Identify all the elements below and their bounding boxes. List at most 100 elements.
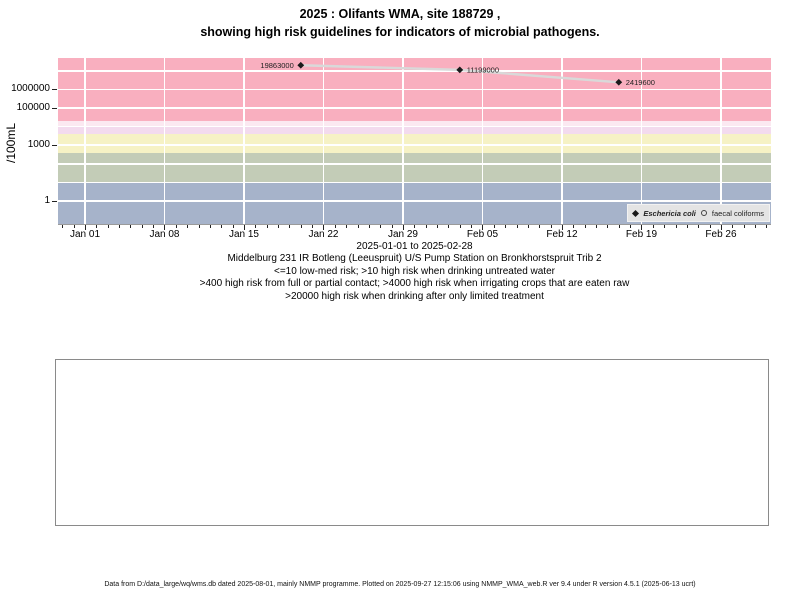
x-minor-tick (618, 225, 620, 228)
caption-site: Middelburg 231 IR Botleng (Leeuspruit) U… (227, 253, 602, 264)
h-gridline (58, 163, 771, 165)
y-tick-label: 100000 (16, 102, 50, 113)
caption-guideline2: >400 high risk from full or partial cont… (199, 278, 630, 289)
x-minor-tick (300, 225, 302, 228)
legend-label-ecoli: Eschericia coli (643, 208, 696, 218)
v-gridline (84, 58, 86, 224)
x-minor-tick (686, 225, 688, 228)
x-minor-tick (630, 225, 632, 228)
x-major-tick (720, 225, 722, 230)
guideline-band (58, 134, 771, 153)
faecal-coliforms-circle-icon (700, 210, 707, 216)
x-minor-tick (380, 225, 382, 228)
h-gridline (58, 200, 771, 202)
legend: Eschericia coli faecal coliforms (627, 204, 770, 222)
x-minor-tick (368, 225, 370, 228)
x-major-tick (482, 225, 484, 230)
x-tick-label: Jan 08 (149, 229, 180, 240)
x-minor-tick (527, 225, 529, 228)
x-minor-tick (539, 225, 541, 228)
caption-guideline1: <=10 low-med risk; >10 high risk when dr… (274, 265, 555, 277)
y-tick-label: 1000 (27, 139, 50, 151)
x-minor-tick (391, 225, 393, 228)
v-gridline (640, 58, 643, 224)
x-minor-tick (312, 225, 314, 228)
y-tick-mark (52, 144, 57, 146)
y-tick-label: 1 (44, 195, 50, 206)
x-minor-tick (596, 225, 598, 228)
x-tick-label: Jan 22 (308, 229, 339, 240)
data-point-label: 11199000 (467, 65, 499, 74)
guideline-band (58, 126, 771, 134)
x-minor-tick (709, 225, 711, 228)
x-major-tick (561, 225, 563, 230)
x-tick-label: Feb 05 (466, 229, 499, 240)
ecoli-diamond-icon (632, 209, 640, 217)
h-gridline (58, 88, 771, 91)
x-minor-tick (255, 225, 257, 228)
x-minor-tick (550, 225, 552, 228)
x-minor-tick (471, 225, 473, 228)
y-tick-mark (52, 107, 57, 109)
chart-title-line1: 2025 : Olifants WMA, site 188729 , (299, 7, 501, 21)
x-minor-tick (278, 225, 280, 228)
x-minor-tick (584, 225, 586, 228)
x-tick-label: Feb 12 (546, 229, 578, 240)
x-minor-tick (175, 225, 177, 228)
x-minor-tick (459, 225, 461, 228)
x-minor-tick (232, 225, 234, 228)
caption-guideline3: >20000 high risk when drinking after onl… (285, 290, 544, 302)
x-minor-tick (187, 225, 189, 228)
x-minor-tick (425, 225, 427, 228)
x-minor-tick (209, 225, 211, 228)
y-tick-label: 1000000 (11, 83, 50, 95)
h-gridline (58, 181, 771, 184)
x-minor-tick (73, 225, 75, 228)
data-point-diamond (615, 78, 623, 86)
x-minor-tick (698, 225, 700, 228)
v-gridline (561, 58, 563, 224)
x-minor-tick (198, 225, 200, 228)
y-tick-mark (52, 200, 57, 202)
chart-plot-area: 19863000 11199000 2419600 Eschericia coli … (58, 58, 771, 224)
chart-title-line2: showing high risk guidelines for indicat… (200, 25, 600, 39)
h-gridline (58, 125, 771, 128)
x-minor-tick (119, 225, 121, 228)
x-minor-tick (153, 225, 155, 228)
x-minor-tick (652, 225, 654, 228)
caption-date-range: 2025-01-01 to 2025-02-28 (356, 241, 473, 252)
v-gridline (402, 58, 404, 224)
x-major-tick (85, 225, 86, 230)
guideline-band (58, 152, 771, 183)
x-minor-tick (346, 225, 348, 228)
y-tick-mark (52, 88, 57, 91)
x-minor-tick (675, 225, 677, 228)
x-major-tick (402, 225, 404, 230)
x-minor-tick (62, 225, 64, 228)
x-major-tick (164, 225, 166, 230)
x-minor-tick (516, 225, 518, 228)
x-minor-tick (755, 225, 757, 228)
v-gridline (720, 58, 722, 224)
x-tick-label: Jan 01 (69, 229, 101, 240)
x-minor-tick (141, 225, 143, 228)
x-minor-tick (107, 225, 109, 228)
x-minor-tick (334, 225, 336, 228)
empty-panel-box (55, 359, 769, 526)
x-minor-tick (573, 225, 575, 228)
x-minor-tick (96, 225, 98, 228)
x-tick-label: Jan 15 (228, 229, 259, 240)
x-axis-line (58, 224, 771, 225)
x-tick-label: Jan 29 (387, 229, 418, 240)
h-gridline (58, 144, 771, 146)
data-point-label: 19863000 (260, 61, 293, 70)
x-minor-tick (732, 225, 734, 228)
x-major-tick (323, 225, 325, 230)
v-gridline (481, 58, 484, 224)
x-minor-tick (266, 225, 268, 228)
h-gridline (58, 70, 771, 72)
x-minor-tick (357, 225, 359, 228)
x-minor-tick (221, 225, 223, 228)
x-major-tick (641, 225, 643, 230)
data-point-diamond (297, 61, 305, 69)
